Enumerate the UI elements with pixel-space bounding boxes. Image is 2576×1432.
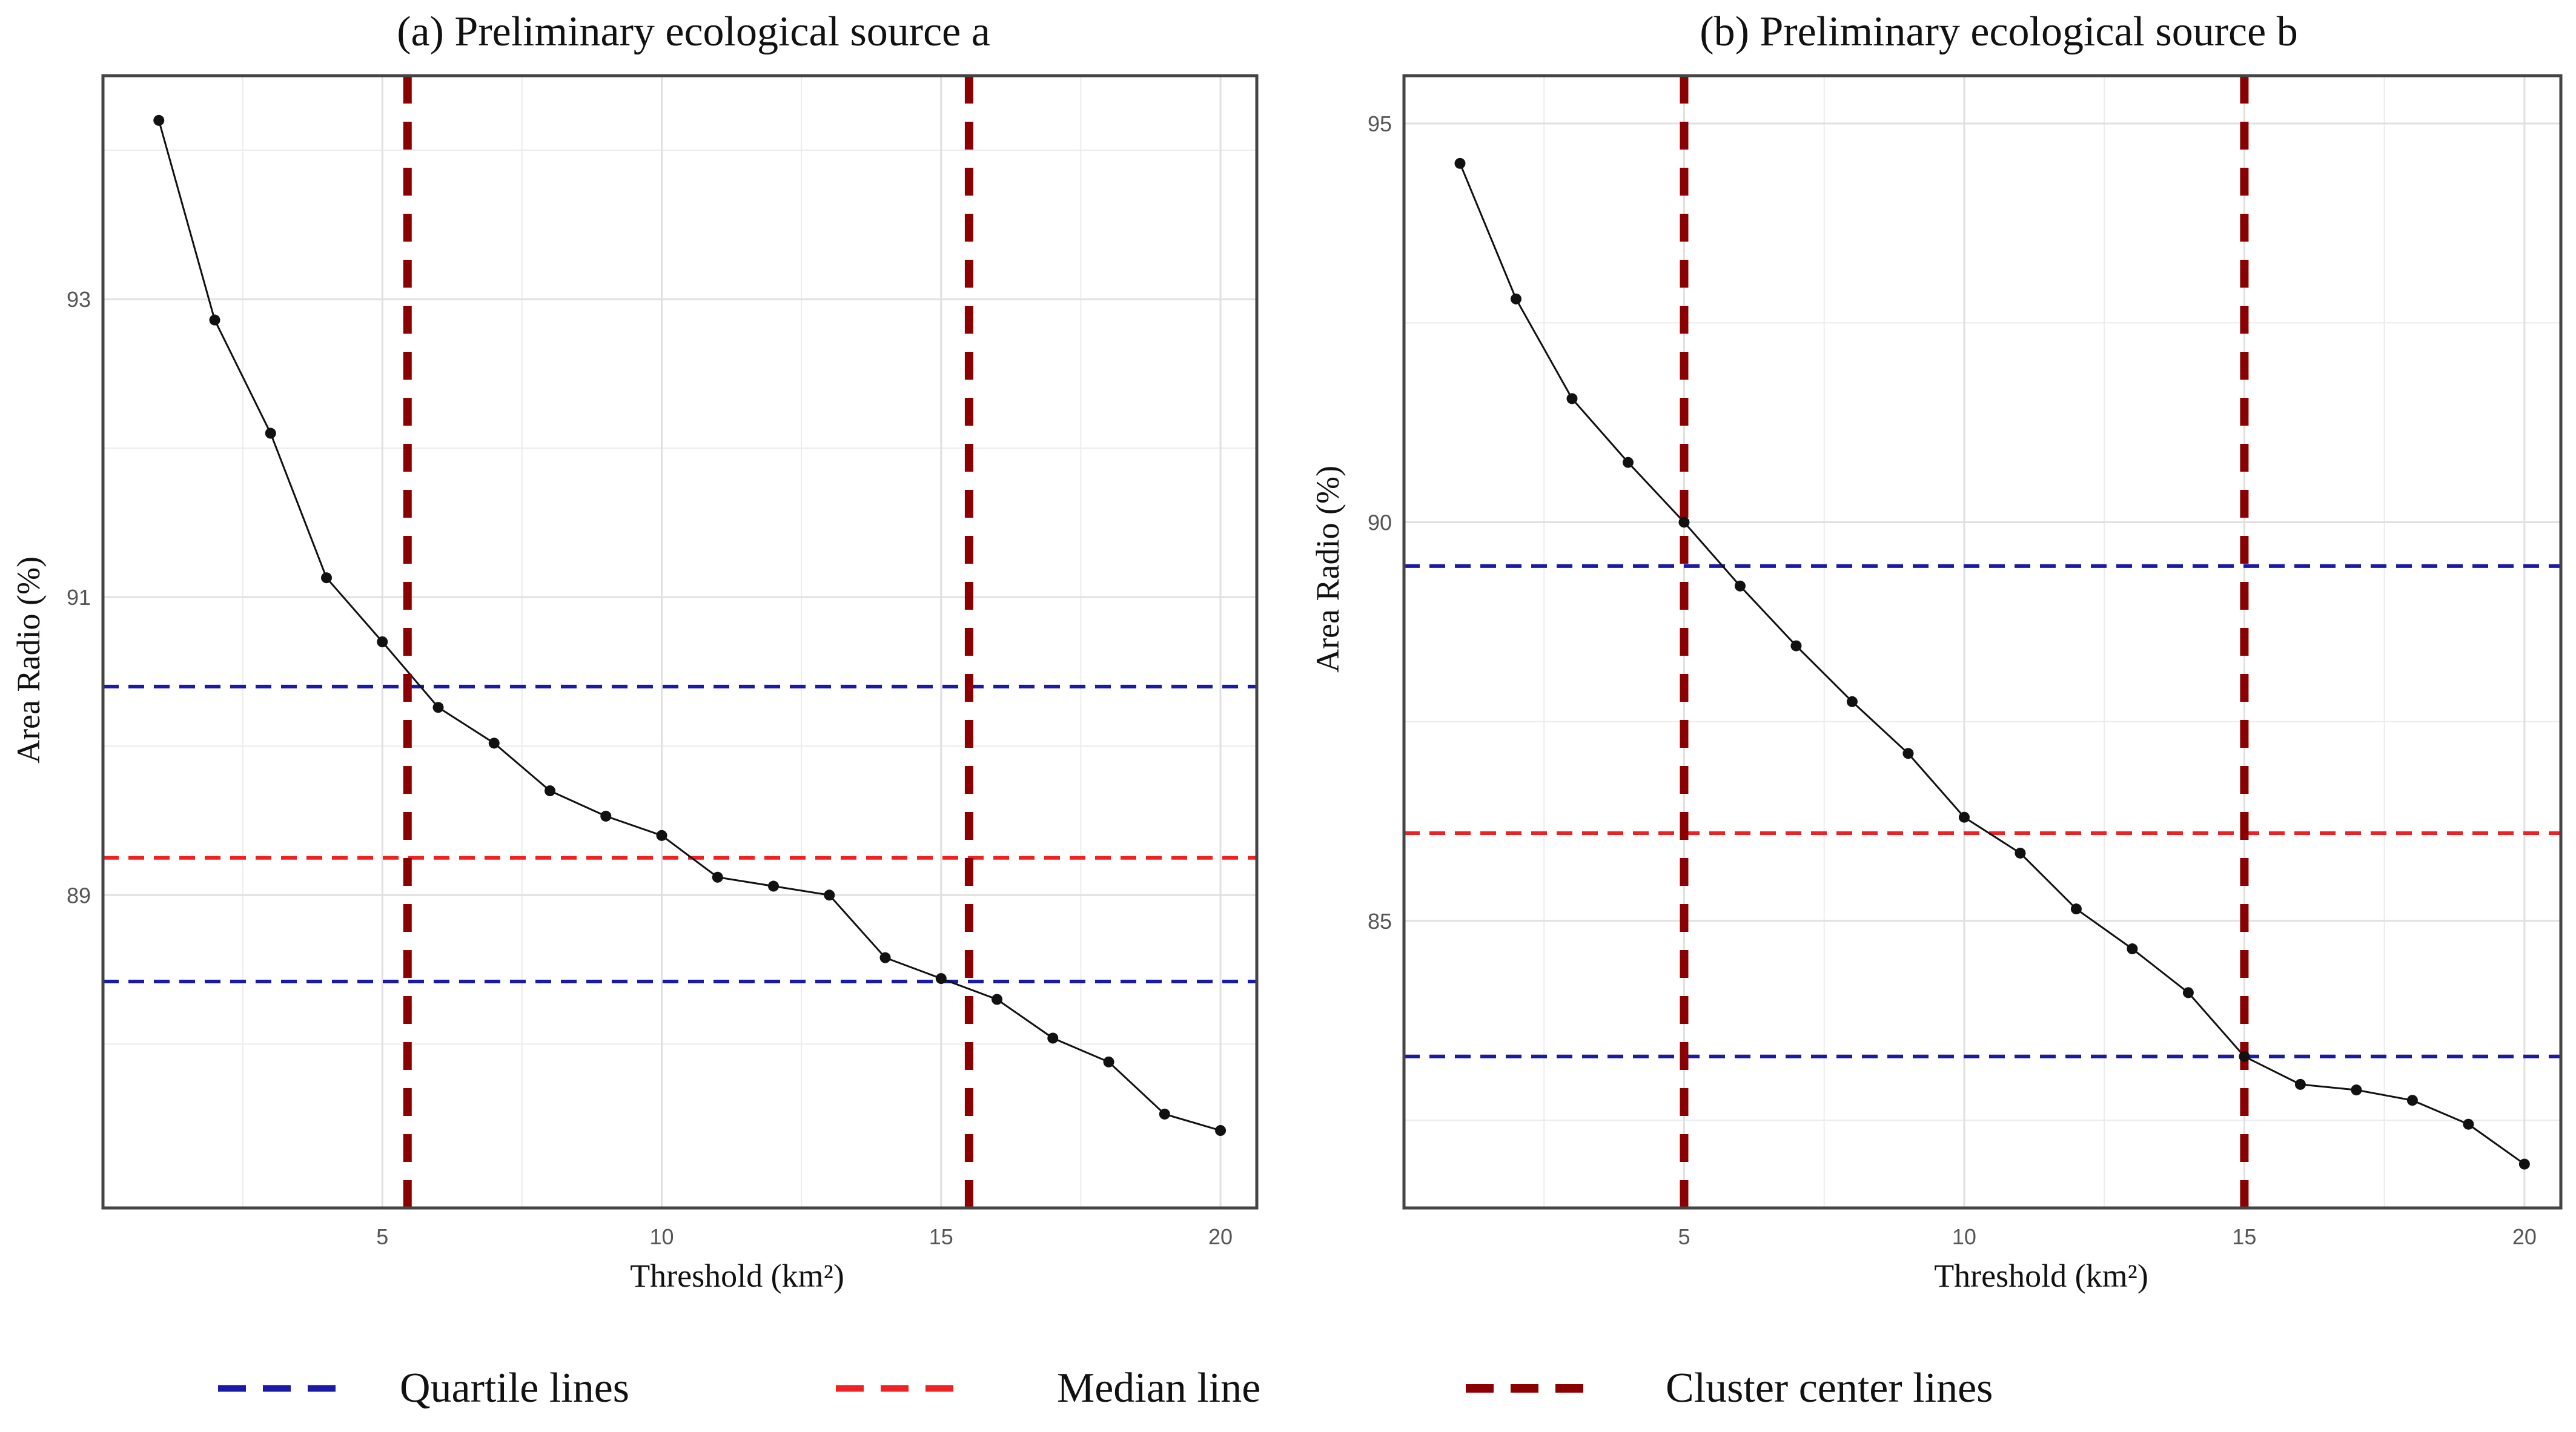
panel-a-title: (a) Preliminary ecological source a <box>397 8 990 55</box>
panel-b-data-point-13 <box>2182 987 2194 998</box>
panel-b-data-point-12 <box>2127 943 2138 955</box>
panel-a-data-point-9 <box>656 830 667 841</box>
panel-a-ytick-label-0: 89 <box>67 883 91 908</box>
legend-label-cluster: Cluster center lines <box>1666 1365 1993 1411</box>
panel-b-xlabel: Threshold (km²) <box>1934 1258 2148 1294</box>
panel-a-data-point-16 <box>1047 1032 1059 1044</box>
panel-a-data-point-3 <box>321 572 333 584</box>
legend-label-median: Median line <box>1057 1365 1260 1411</box>
panel-a-data-point-0 <box>153 114 165 126</box>
panel-b-xtick-label-0: 5 <box>1678 1224 1690 1249</box>
legend-item-median: Median line <box>836 1365 1260 1411</box>
panel-a-data-point-17 <box>1103 1056 1114 1067</box>
panel-b-frame <box>1402 74 2563 1210</box>
legend-label-quartile: Quartile lines <box>400 1365 629 1411</box>
panel-b-data-point-7 <box>1846 696 1858 707</box>
panel-b-data-point-3 <box>1622 457 1634 468</box>
panel-a-frame <box>101 74 1259 1210</box>
panel-b-data-point-0 <box>1454 157 1466 169</box>
panel-b-ytick-label-0: 85 <box>1368 909 1392 934</box>
panel-a-data-point-11 <box>768 880 780 892</box>
panel-a-data-point-4 <box>377 636 388 647</box>
legend: Quartile lines Median line Cluster cente… <box>218 1365 1993 1411</box>
panel-a-data-point-10 <box>712 871 723 883</box>
panel-b-data-point-4 <box>1678 516 1690 528</box>
panel-b-data-point-9 <box>1958 811 1970 823</box>
panel-b-data-point-18 <box>2463 1118 2474 1130</box>
panel-a-data-point-8 <box>600 810 612 822</box>
panel-b-xtick-label-3: 20 <box>2512 1224 2537 1249</box>
panel-a-data-point-13 <box>879 952 891 963</box>
panel-b-xtick-label-1: 10 <box>1952 1224 1976 1249</box>
panel-b-data-point-6 <box>1790 640 1802 652</box>
panel-a-data-point-14 <box>935 973 947 985</box>
panel-a-data-point-18 <box>1159 1108 1170 1120</box>
panel-b-data-point-11 <box>2070 903 2082 915</box>
panel-a-data-point-15 <box>992 994 1003 1005</box>
panel-a-series-line <box>157 120 1221 1132</box>
panel-a-data-point-6 <box>488 737 500 749</box>
panel-a-data-point-12 <box>824 889 835 901</box>
panel-b-data-point-1 <box>1510 293 1521 305</box>
panel-b-data-point-8 <box>1902 748 1914 759</box>
panel-b-ylabel: Area Radio (%) <box>1310 466 1346 673</box>
panel-b-data-point-2 <box>1566 393 1578 404</box>
panel-a-data-point-5 <box>432 702 444 713</box>
panel-b-data-point-5 <box>1734 580 1746 592</box>
panel-a-xtick-label-1: 10 <box>649 1224 674 1249</box>
panel-a: (a) Preliminary ecological source a 5 10 1… <box>10 8 1259 1294</box>
panel-b-series-line <box>1459 163 2525 1165</box>
legend-item-quartile: Quartile lines <box>218 1365 629 1411</box>
panel-a-data-point-1 <box>209 314 220 326</box>
panel-b-xtick-label-2: 15 <box>2232 1224 2256 1249</box>
panel-a-ylabel: Area Radio (%) <box>10 556 47 764</box>
panel-b-data-point-10 <box>2015 847 2026 859</box>
plot-a-area: 5 10 15 20 89 91 93 <box>67 74 1259 1249</box>
panel-b: (b) Preliminary ecological source b 5 10 1… <box>1310 8 2563 1294</box>
panel-a-data-point-19 <box>1215 1125 1227 1137</box>
plot-b-area: 5 10 15 20 85 90 95 <box>1368 74 2563 1249</box>
panel-a-data-point-2 <box>265 427 276 439</box>
panel-a-xtick-label-2: 15 <box>929 1224 953 1249</box>
panel-b-ytick-label-1: 90 <box>1368 510 1392 535</box>
panel-b-data-point-17 <box>2406 1095 2418 1106</box>
panel-b-data-point-16 <box>2351 1084 2362 1096</box>
legend-item-cluster: Cluster center lines <box>1466 1365 1993 1411</box>
panel-b-title: (b) Preliminary ecological source b <box>1700 8 2297 55</box>
panel-b-ytick-label-2: 95 <box>1368 111 1392 136</box>
panel-b-data-point-19 <box>2518 1158 2530 1170</box>
panel-a-ytick-label-2: 93 <box>67 287 91 312</box>
panel-b-data-point-15 <box>2294 1078 2306 1090</box>
panel-a-xtick-label-3: 20 <box>1208 1224 1233 1249</box>
panel-a-xtick-label-0: 5 <box>376 1224 388 1249</box>
panel-a-ytick-label-1: 91 <box>67 585 91 610</box>
panel-b-data-point-14 <box>2239 1051 2250 1062</box>
panel-a-xlabel: Threshold (km²) <box>630 1258 844 1294</box>
panel-a-data-point-7 <box>545 785 556 797</box>
